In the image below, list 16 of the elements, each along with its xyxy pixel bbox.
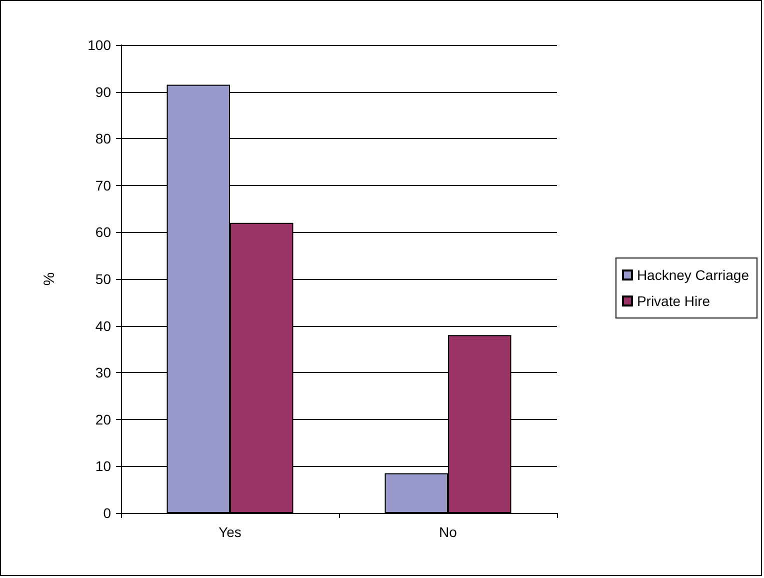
y-tick-label: 20 <box>95 411 112 428</box>
y-tick-label: 30 <box>95 364 112 381</box>
y-tick-label: 70 <box>95 177 112 194</box>
y-tick-label: 90 <box>95 84 112 100</box>
x-tick-label: Yes <box>218 524 242 540</box>
y-tick-label: 100 <box>88 37 112 53</box>
y-tick-label: 10 <box>95 458 112 474</box>
y-tick-label: 50 <box>95 271 112 287</box>
y-tick-label: 0 <box>103 505 112 521</box>
legend-label: Private Hire <box>636 293 710 309</box>
y-axis-title: % <box>41 272 58 286</box>
legend-label: Hackney Carriage <box>636 267 750 283</box>
y-tick-label: 60 <box>95 224 112 240</box>
x-tick-label: No <box>439 524 458 540</box>
y-tick-label: 80 <box>95 130 112 147</box>
y-tick-label: 40 <box>95 318 112 334</box>
